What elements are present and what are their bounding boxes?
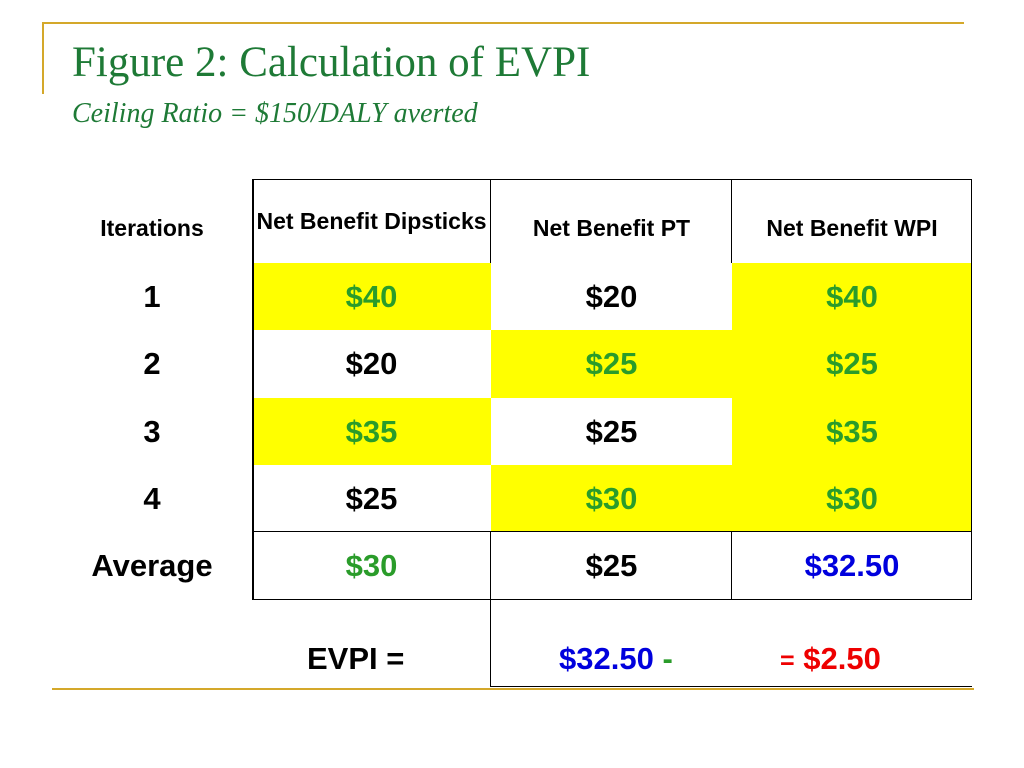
slide-title: Figure 2: Calculation of EVPI xyxy=(72,39,591,86)
evpi-minuend-group: $32.50 - xyxy=(559,641,673,677)
table-line-left xyxy=(252,179,254,600)
table-row-3-dipsticks: $35 xyxy=(252,398,491,465)
evpi-result-group: = $2.50 xyxy=(780,641,881,677)
accent-line-vertical xyxy=(42,22,44,94)
table-row-3-wpi: $35 xyxy=(826,413,878,449)
table-line-right xyxy=(971,179,972,600)
table-row-2-wpi: $25 xyxy=(826,346,878,381)
header-dipsticks: Net Benefit Dipsticks xyxy=(256,208,487,234)
header-iterations: Iterations xyxy=(100,215,204,241)
evpi-line-left xyxy=(490,599,491,687)
slide-subtitle: Ceiling Ratio = $150/DALY averted xyxy=(72,98,478,129)
table-line-col3 xyxy=(731,179,732,263)
table-line-avg-top xyxy=(252,531,972,532)
evpi-minus: - xyxy=(662,641,673,676)
table-row-3-pt: $25 xyxy=(585,413,638,449)
table-row-3-iteration: 3 xyxy=(143,413,161,449)
table-row-2-pt: $25 xyxy=(491,330,732,398)
evpi-minuend: $32.50 xyxy=(559,641,654,676)
accent-line-top xyxy=(42,22,964,24)
average-dipsticks: $30 xyxy=(345,547,398,583)
table-row-1-dipsticks: $40 xyxy=(252,263,491,330)
table-line-top xyxy=(252,179,972,180)
table-row-1-wpi: $40 xyxy=(826,278,878,314)
table-row-2-dipsticks: $20 xyxy=(345,346,398,381)
table-line-bottom xyxy=(252,599,972,600)
average-wpi: $32.50 xyxy=(804,547,900,583)
table-line-avg-col2 xyxy=(490,531,491,600)
table-row-4-iteration: 4 xyxy=(143,480,161,516)
table-line-col2 xyxy=(490,179,491,263)
average-pt: $25 xyxy=(585,547,638,583)
evpi-equals: = xyxy=(780,647,795,675)
table-line-avg-col3 xyxy=(731,531,732,600)
table-row-4-pt: $30 xyxy=(491,465,732,532)
evpi-label: EVPI = xyxy=(307,641,405,676)
table-row-1-pt: $20 xyxy=(585,278,638,314)
evpi-formula: EVPI = $32.50 - = $2.50 xyxy=(252,633,972,687)
table-row-4-wpi: $30 xyxy=(826,480,878,516)
average-label: Average xyxy=(91,547,213,583)
header-wpi: Net Benefit WPI xyxy=(766,215,938,241)
table-row-2-iteration: 2 xyxy=(143,346,161,381)
accent-line-bottom xyxy=(52,688,974,690)
wpi-highlight-column xyxy=(732,263,972,532)
evpi-line-bottom xyxy=(490,686,972,687)
table-row-1-iteration: 1 xyxy=(143,278,161,314)
table-row-4-dipsticks: $25 xyxy=(345,480,398,516)
header-pt: Net Benefit PT xyxy=(532,215,691,241)
evpi-result: $2.50 xyxy=(803,641,881,676)
